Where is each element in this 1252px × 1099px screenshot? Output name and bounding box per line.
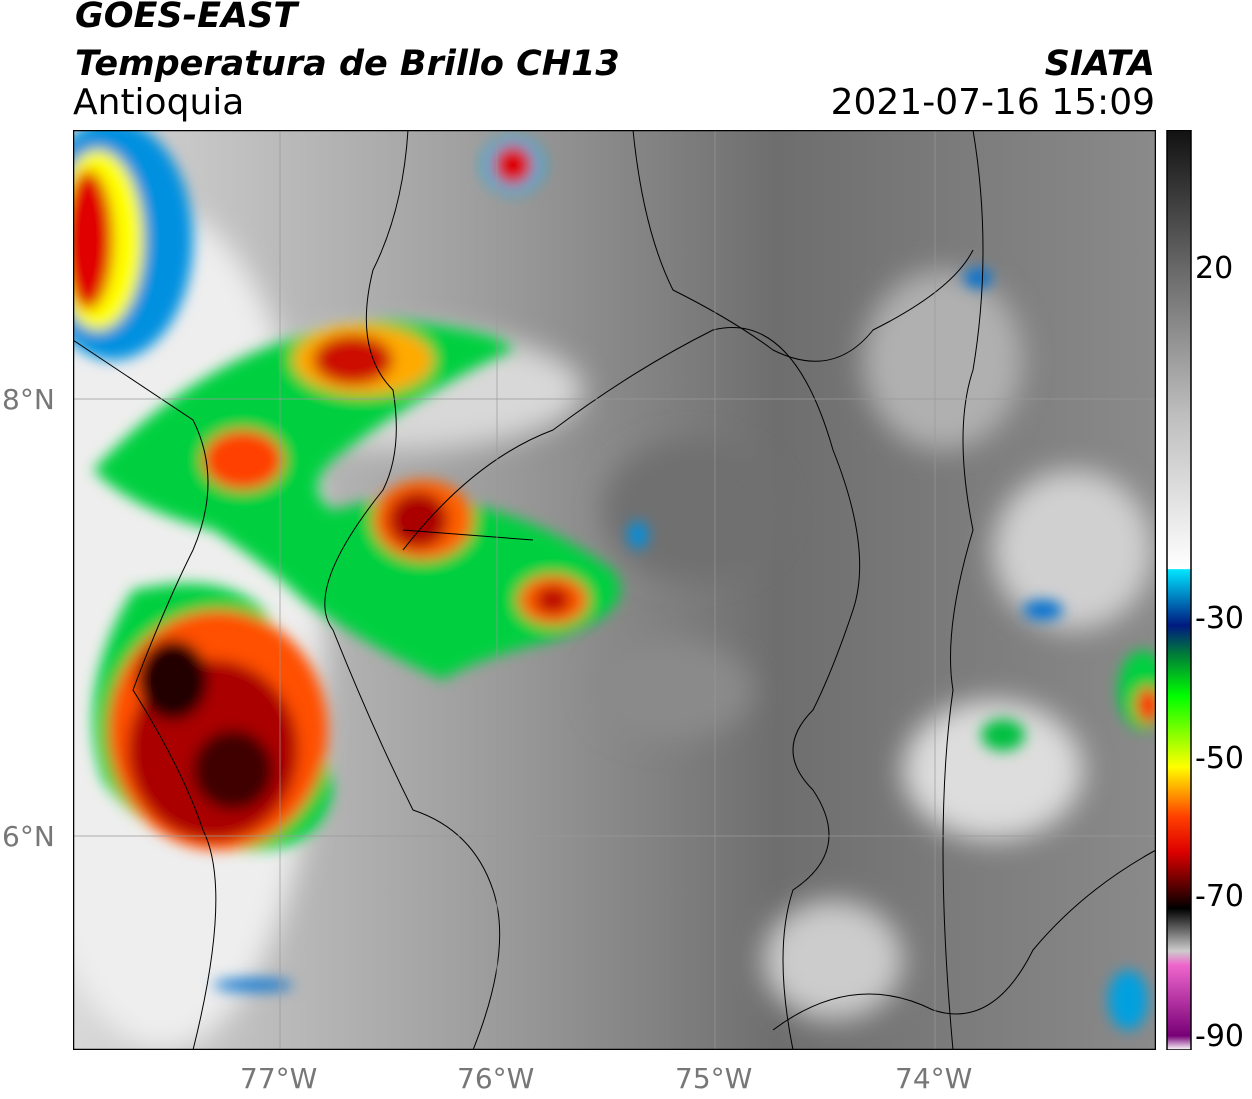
title-product: Temperatura de Brillo CH13 <box>75 44 620 84</box>
lat-tick: 6°N <box>2 820 55 853</box>
boundaries <box>73 130 1156 1050</box>
colorbar-tick: -90 <box>1195 1019 1244 1054</box>
map-frame <box>73 130 1156 1050</box>
colorbar-tick: -30 <box>1195 601 1244 636</box>
lon-tick: 77°W <box>240 1062 318 1095</box>
colorbar-tick: 20 <box>1195 251 1234 286</box>
datetime-label: 2021-07-16 15:09 <box>830 82 1155 123</box>
graticule <box>73 130 1156 1050</box>
colorbar-scale <box>1166 130 1192 1050</box>
lat-tick: 8°N <box>2 383 55 416</box>
colorbar <box>1166 130 1192 1050</box>
region-label: Antioquia <box>73 82 245 123</box>
lon-tick: 76°W <box>457 1062 535 1095</box>
lon-tick: 74°W <box>895 1062 973 1095</box>
convective-clouds <box>73 130 1156 1030</box>
lon-tick: 75°W <box>675 1062 753 1095</box>
colorbar-tick: -50 <box>1195 741 1244 776</box>
colorbar-tick: -70 <box>1195 879 1244 914</box>
title-satellite: GOES-EAST <box>75 0 298 36</box>
agency-label: SIATA <box>1044 44 1155 84</box>
brightness-temperature-map <box>73 130 1156 1050</box>
